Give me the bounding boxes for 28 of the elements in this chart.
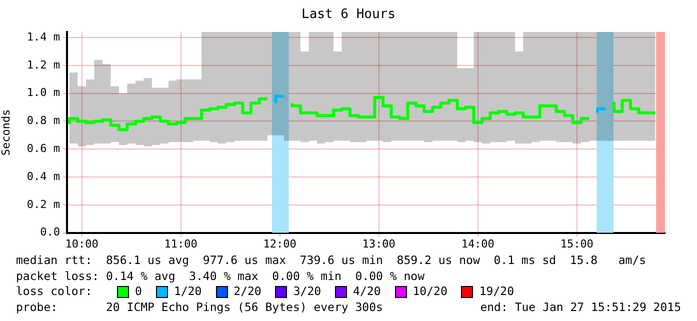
text: median rtt: 856.1 us avg 977.6 us max 739.6 us min 859.2 us now 0.1 ms sd 15.8 am/s xyxy=(16,253,648,268)
text: end: Tue Jan 27 15:51:29 2015 xyxy=(480,300,681,315)
legend-label: 3/20 xyxy=(293,284,322,300)
x-tick-label: 15:00 xyxy=(560,237,594,250)
y-tick-label: 0.6 m xyxy=(26,142,60,155)
x-tick-label: 13:00 xyxy=(362,237,396,250)
y-tick-label: 0.0 xyxy=(40,226,60,239)
y-tick-label: 0.2 m xyxy=(26,198,60,211)
legend-title: loss color: xyxy=(16,284,94,300)
y-axis-title: Seconds xyxy=(0,109,12,156)
text: probe: 20 ICMP Echo Pings (56 Bytes) every 300s xyxy=(16,300,383,314)
x-tick-label: 12:00 xyxy=(263,237,296,250)
legend-label: 4/20 xyxy=(353,284,381,300)
x-tick-label: 11:00 xyxy=(164,237,198,250)
x-tick-label: 14:00 xyxy=(461,237,494,250)
y-tick-label: 1.2 m xyxy=(26,58,60,72)
legend-label: 19/20 xyxy=(479,284,514,300)
legend-label: 2/20 xyxy=(234,284,262,300)
y-tick-label: 0.4 m xyxy=(26,170,60,183)
y-tick-label: 1.0 m xyxy=(26,86,60,100)
y-tick-label: 1.4 m xyxy=(26,30,60,44)
legend-label: 0 xyxy=(135,284,142,300)
y-tick-label: 0.8 m xyxy=(26,114,60,128)
legend-label: 1/20 xyxy=(174,284,202,300)
legend-label: 10/20 xyxy=(412,284,448,300)
x-tick-label: 10:00 xyxy=(65,237,98,250)
chart-title: Last 6 Hours xyxy=(300,7,396,22)
text: packet loss: 0.14 % avg 3.40 % max 0.00 % min 0.00 % now xyxy=(16,268,426,284)
